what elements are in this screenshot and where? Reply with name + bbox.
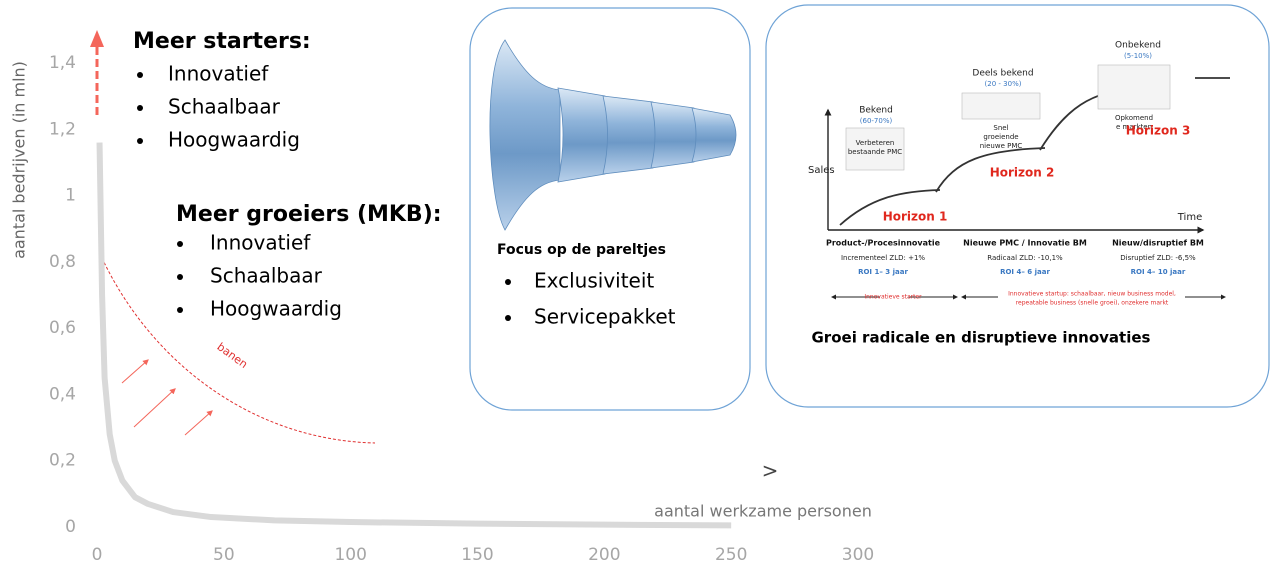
small-arrow: [122, 360, 148, 383]
card-text: nieuwe PMC: [980, 142, 1023, 150]
y-tick-label: 0,2: [49, 451, 76, 471]
y-tick-label: 0,6: [49, 318, 76, 338]
small-arrow: [185, 411, 212, 435]
horizon-label: Bekend: [859, 106, 893, 116]
x-tick-label: 150: [461, 545, 493, 565]
horizon-name: Horizon 1: [883, 210, 948, 224]
horizon-kind: Nieuwe PMC / Innovatie BM: [963, 239, 1087, 248]
heading: Meer groeiers (MKB):: [176, 202, 442, 227]
card-text: Opkomend: [1115, 114, 1153, 122]
x-tick-label: 50: [213, 545, 235, 565]
small-arrow: [134, 389, 175, 427]
annotation: banen: [215, 340, 251, 371]
panel: [766, 5, 1269, 407]
x-tick-label: 200: [588, 545, 620, 565]
arrow-head: [90, 30, 104, 47]
bullet: [177, 307, 183, 313]
bullet: [137, 105, 143, 111]
page: aantal bedrijven (in mln) aantal werkzam…: [0, 0, 1272, 565]
bullet-text: Innovatief: [210, 231, 311, 255]
bullet: [505, 315, 511, 321]
card-text: bestaande PMC: [848, 148, 902, 156]
horizon-zld: Incrementeel ZLD: +1%: [841, 254, 925, 262]
x-tick-label: 0: [92, 545, 103, 565]
axis-label: Time: [1177, 212, 1202, 223]
card-text: Verbeteren: [856, 139, 895, 147]
bullet-text: Exclusiviteit: [534, 269, 654, 293]
horizon-label: Onbekend: [1115, 41, 1161, 51]
y-tick-label: 0,8: [49, 252, 76, 272]
y-axis-label: aantal bedrijven (in mln): [10, 61, 29, 259]
horizon-kind: Product-/Procesinnovatie: [826, 239, 941, 248]
horizon-share: (60-70%): [860, 117, 893, 125]
bullet: [177, 241, 183, 247]
x-tick-label: 300: [842, 545, 874, 565]
arrow-label: repeatable business (snelle groei), onze…: [1016, 300, 1169, 307]
horizon-share: (20 - 30%): [985, 80, 1022, 88]
bullet-text: Schaalbaar: [168, 95, 281, 119]
card-text: Snel: [993, 124, 1008, 132]
bullet-text: Servicepakket: [534, 305, 676, 329]
x-axis-label: aantal werkzame personen: [654, 502, 872, 521]
axis-label: Sales: [808, 165, 835, 176]
y-tick-label: 1,4: [49, 53, 76, 73]
horizon-name: Horizon 2: [990, 166, 1055, 180]
bullet-text: Hoogwaardig: [168, 128, 300, 152]
card-text: groeiende: [983, 133, 1018, 141]
horizon-zld: Radicaal ZLD: -10,1%: [987, 254, 1063, 262]
arrow-label: Innovatieve startup: schaalbaar, nieuw b…: [1008, 291, 1176, 298]
heading: Meer starters:: [133, 29, 311, 54]
y-tick-label: 1: [65, 186, 76, 206]
x-tick-label: 250: [715, 545, 747, 565]
bullet-text: Hoogwaardig: [210, 297, 342, 321]
bullet: [505, 279, 511, 285]
y-tick-label: 0: [65, 517, 76, 537]
caption: Groei radicale en disruptieve innovaties: [812, 329, 1151, 347]
horizon-roi: ROI 1– 3 jaar: [858, 268, 908, 276]
horizon-label: Deels bekend: [972, 69, 1033, 79]
bullet-text: Innovatief: [168, 62, 269, 86]
bullet-text: Schaalbaar: [210, 264, 323, 288]
annotation: >: [762, 459, 779, 483]
arrow-label: Innovatieve starter: [864, 294, 922, 301]
x-tick-label: 100: [334, 545, 366, 565]
horizon-zld: Disruptief ZLD: -6,5%: [1120, 254, 1196, 262]
bullet: [137, 138, 143, 144]
horizon-share: (5-10%): [1124, 52, 1152, 60]
slide: aantal bedrijven (in mln) aantal werkzam…: [0, 0, 1272, 565]
panel-title: Focus op de pareltjes: [497, 242, 666, 258]
bullet: [177, 274, 183, 280]
bullet: [137, 72, 143, 78]
y-tick-label: 0,4: [49, 384, 76, 404]
y-tick-label: 1,2: [49, 119, 76, 139]
horizon-roi: ROI 4– 6 jaar: [1000, 268, 1050, 276]
horizon-kind: Nieuw/disruptief BM: [1112, 239, 1204, 248]
horizon-name: Horizon 3: [1126, 124, 1191, 138]
horizon-roi: ROI 4– 10 jaar: [1131, 268, 1186, 276]
